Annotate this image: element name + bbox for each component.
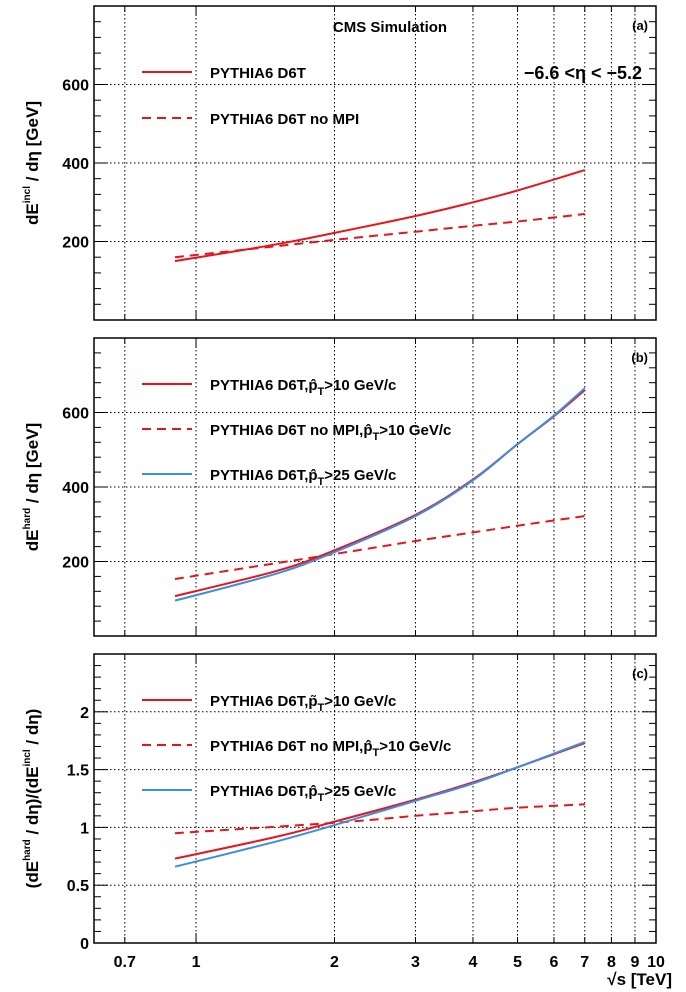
series-line-red-dashed bbox=[174, 213, 585, 259]
x-tick-label: 9 bbox=[631, 954, 640, 971]
x-tick-label: 7 bbox=[580, 954, 589, 971]
legend-label: PYTHIA6 D6T,p̂T>10 GeV/c bbox=[210, 377, 396, 398]
series-line-blue-solid bbox=[174, 740, 586, 868]
y-tick-label: 1.5 bbox=[67, 763, 89, 780]
panel-label: (c) bbox=[632, 666, 648, 681]
y-tick-label: 400 bbox=[62, 156, 89, 173]
y-tick-label: 1 bbox=[80, 820, 89, 837]
panel-label: (a) bbox=[632, 18, 648, 33]
y-tick-label: 200 bbox=[62, 555, 89, 572]
y-tick-label: 400 bbox=[62, 480, 89, 497]
y-tick-label: 0 bbox=[80, 936, 89, 953]
x-tick-label: 10 bbox=[647, 954, 665, 971]
legend-label: PYTHIA6 D6T bbox=[210, 65, 306, 82]
plot-frame bbox=[93, 653, 657, 944]
y-tick-label: 600 bbox=[62, 406, 89, 423]
x-tick-label: 6 bbox=[550, 954, 559, 971]
legend-label: PYTHIA6 D6T,p̃T>10 GeV/c bbox=[210, 693, 396, 714]
series-line-red-dashed bbox=[174, 803, 585, 835]
series-line-red-solid bbox=[174, 169, 586, 263]
legend-label: PYTHIA6 D6T no MPI,p̂T>10 GeV/c bbox=[210, 738, 451, 759]
series-line-blue-solid bbox=[174, 387, 586, 602]
x-tick-label: 4 bbox=[469, 954, 478, 971]
x-tick-label: 1 bbox=[192, 954, 201, 971]
legend-label: PYTHIA6 D6T no MPI,p̂T>10 GeV/c bbox=[210, 422, 451, 443]
x-tick-label: 0.7 bbox=[114, 954, 136, 971]
plot-frame bbox=[93, 5, 657, 321]
panel-c: 0 0.5 1 1.5 2 (c) PYTHIA6 D6T,p̃T>10 GeV/c PYTH… bbox=[22, 653, 657, 953]
panels: 200 400 600 (a) CMS Simulation −6.6 <η < −5.2… bbox=[22, 5, 657, 953]
x-axis-tick-labels: 0.7 1 2 3 4 5 6 7 8 9 10 bbox=[114, 954, 665, 971]
panel-a: 200 400 600 (a) CMS Simulation −6.6 <η < −5.2… bbox=[22, 5, 657, 321]
x-tick-label: 5 bbox=[513, 954, 522, 971]
y-axis-title: dEhard / dη [GeV] bbox=[22, 423, 42, 551]
eta-range-annotation: −6.6 <η < −5.2 bbox=[524, 63, 642, 83]
y-tick-label: 2 bbox=[80, 705, 89, 722]
y-axis-title: (dEhard / dη)/(dEincl / dη) bbox=[22, 709, 42, 889]
x-tick-label: 3 bbox=[411, 954, 420, 971]
series-line-red-dashed bbox=[174, 515, 585, 580]
x-tick-label: 2 bbox=[330, 954, 339, 971]
panel-b: 200 400 600 (b) PYTHIA6 D6T,p̂T>10 GeV/c PYTH… bbox=[22, 337, 657, 637]
panel-label: (b) bbox=[631, 350, 648, 365]
legend-label: PYTHIA6 D6T no MPI bbox=[210, 111, 359, 128]
x-tick-label: 8 bbox=[607, 954, 616, 971]
legend-label: PYTHIA6 D6T,p̂T>25 GeV/c bbox=[210, 783, 396, 804]
y-tick-label: 0.5 bbox=[67, 878, 89, 895]
chart-title: CMS Simulation bbox=[333, 19, 447, 36]
legend-label: PYTHIA6 D6T,p̂T>25 GeV/c bbox=[210, 467, 396, 488]
plot-frame bbox=[93, 337, 657, 637]
y-axis-title: dEincl / dη [GeV] bbox=[22, 101, 42, 225]
y-tick-label: 200 bbox=[62, 235, 89, 252]
y-tick-label: 600 bbox=[62, 78, 89, 95]
x-axis-title: √s [TeV] bbox=[607, 970, 672, 989]
